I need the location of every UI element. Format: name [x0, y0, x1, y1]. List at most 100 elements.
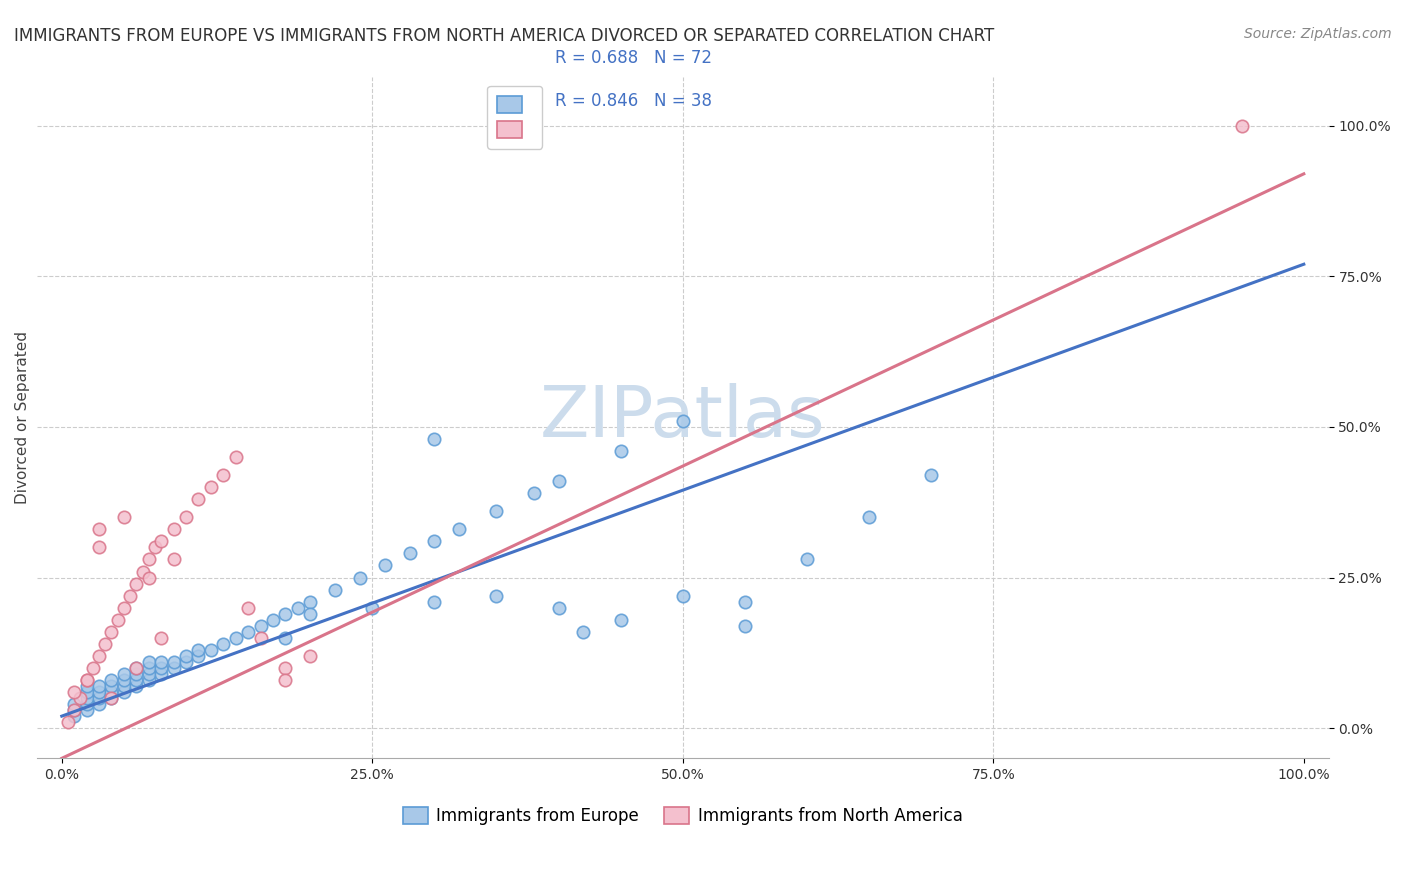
Text: Source: ZipAtlas.com: Source: ZipAtlas.com [1244, 27, 1392, 41]
Point [76, 697, 98, 711]
Point [138, 655, 160, 669]
Point [138, 673, 160, 687]
Point [87, 691, 110, 706]
Point [94, 637, 117, 651]
Point [174, 510, 197, 524]
Point [143, 541, 166, 555]
Point [323, 582, 346, 597]
Point [76, 673, 98, 687]
Text: R = 0.846   N = 38: R = 0.846 N = 38 [555, 92, 713, 110]
Point [449, 522, 471, 536]
Point [100, 691, 122, 706]
Point [76, 691, 98, 706]
Point [374, 558, 396, 573]
Point [200, 480, 222, 494]
Point [162, 552, 184, 566]
Point [572, 624, 595, 639]
Point [120, 589, 142, 603]
Point [249, 631, 271, 645]
Point [547, 600, 569, 615]
Point [76, 685, 98, 699]
Point [100, 679, 122, 693]
Point [87, 541, 110, 555]
Point [523, 486, 546, 500]
Point [87, 685, 110, 699]
Point [76, 679, 98, 693]
Point [63, 703, 86, 717]
Point [125, 661, 148, 675]
Point [423, 432, 446, 446]
Point [87, 522, 110, 536]
Text: IMMIGRANTS FROM EUROPE VS IMMIGRANTS FROM NORTH AMERICA DIVORCED OR SEPARATED CO: IMMIGRANTS FROM EUROPE VS IMMIGRANTS FRO… [14, 27, 994, 45]
Point [125, 661, 148, 675]
Text: ZIPatlas: ZIPatlas [540, 384, 825, 452]
Point [174, 655, 197, 669]
Point [609, 444, 631, 458]
Point [274, 673, 297, 687]
Point [150, 534, 173, 549]
Point [262, 613, 284, 627]
Point [138, 552, 160, 566]
Point [225, 450, 247, 464]
Point [125, 673, 148, 687]
Point [609, 613, 631, 627]
Point [112, 667, 135, 681]
Point [125, 667, 148, 681]
Point [87, 697, 110, 711]
Point [131, 565, 153, 579]
Point [1230, 119, 1253, 133]
Point [200, 643, 222, 657]
Point [63, 709, 86, 723]
Point [100, 624, 122, 639]
Point [274, 661, 297, 675]
Point [349, 570, 371, 584]
Point [547, 474, 569, 488]
Point [274, 607, 297, 621]
Point [138, 570, 160, 584]
Point [150, 655, 173, 669]
Point [76, 673, 98, 687]
Point [299, 607, 322, 621]
Point [162, 661, 184, 675]
Point [249, 619, 271, 633]
Point [212, 637, 235, 651]
Point [112, 685, 135, 699]
Point [76, 703, 98, 717]
Point [796, 552, 818, 566]
Point [150, 631, 173, 645]
Point [299, 648, 322, 663]
Point [162, 522, 184, 536]
Point [174, 648, 197, 663]
Point [112, 600, 135, 615]
Point [63, 703, 86, 717]
Point [112, 673, 135, 687]
Point [858, 510, 880, 524]
Point [87, 679, 110, 693]
Point [485, 504, 508, 518]
Point [187, 643, 209, 657]
Point [287, 600, 309, 615]
Point [150, 667, 173, 681]
Point [187, 492, 209, 507]
Point [361, 600, 384, 615]
Point [138, 661, 160, 675]
Point [225, 631, 247, 645]
Point [485, 589, 508, 603]
Point [100, 691, 122, 706]
Point [56, 715, 79, 730]
Point [87, 648, 110, 663]
Point [734, 619, 756, 633]
Point [150, 661, 173, 675]
Point [423, 594, 446, 608]
Point [138, 667, 160, 681]
Point [63, 697, 86, 711]
Point [672, 414, 695, 428]
Point [672, 589, 695, 603]
Point [920, 468, 942, 483]
Point [274, 631, 297, 645]
Point [100, 673, 122, 687]
Point [100, 685, 122, 699]
Point [112, 510, 135, 524]
Point [162, 655, 184, 669]
Point [212, 468, 235, 483]
